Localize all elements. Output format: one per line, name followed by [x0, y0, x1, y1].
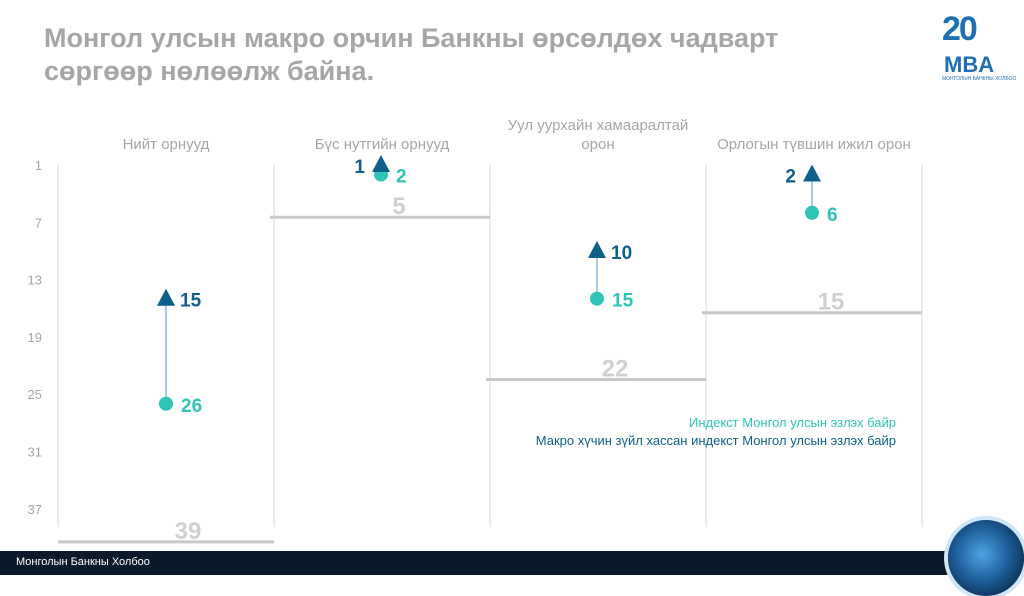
y-tick-label: 13 — [28, 273, 42, 288]
y-tick-label: 31 — [28, 445, 42, 460]
legend-adjusted-rank: Макро хүчин зүйл хассан индекст Монгол у… — [536, 433, 896, 448]
page-title: Монгол улсын макро орчин Банкны өрсөлдөх… — [44, 23, 779, 86]
group-total-label: 15 — [818, 289, 845, 316]
group-total-label: 22 — [602, 356, 629, 383]
adjusted-rank-label: 15 — [180, 291, 202, 312]
y-tick-label: 1 — [35, 158, 42, 173]
index-rank-point — [805, 205, 819, 220]
adjusted-rank-label: 10 — [611, 243, 632, 264]
logo-text: MBA — [944, 52, 995, 77]
group-total-label: 5 — [392, 193, 405, 220]
adjusted-rank-point — [588, 240, 606, 258]
index-rank-label: 15 — [612, 291, 634, 312]
category-label: Нийт орнууд — [123, 136, 210, 153]
footer-bar: Монголын Банкны Холбоо — [0, 551, 1024, 575]
y-tick-label: 25 — [28, 387, 42, 402]
adjusted-rank-label: 2 — [785, 167, 796, 188]
category-label: орон — [581, 136, 614, 153]
index-rank-point — [590, 291, 604, 306]
mba-logo: 20 MBA МОНГОЛЫН БАНКНЫ ХОЛБОО — [942, 10, 1016, 82]
index-rank-point — [159, 396, 173, 411]
logo-subtext: МОНГОЛЫН БАНКНЫ ХОЛБОО — [942, 76, 1017, 82]
y-tick-label: 37 — [28, 502, 42, 517]
group-total-label: 39 — [175, 518, 202, 545]
adjusted-rank-point — [157, 288, 175, 306]
category-label: Орлогын түвшин ижил орон — [717, 136, 911, 153]
category-label: Бүс нутгийн орнууд — [315, 136, 450, 153]
logo-number: 20 — [942, 10, 978, 48]
legend-index-rank: Индекст Монгол улсын эзлэх байр — [689, 415, 896, 430]
y-tick-label: 19 — [28, 330, 42, 345]
category-label: Уул уурхайн хамааралтай — [508, 117, 689, 134]
index-rank-label: 2 — [396, 167, 407, 188]
adjusted-rank-point — [803, 164, 821, 182]
globe-decoration — [948, 520, 1024, 596]
adjusted-rank-label: 1 — [354, 157, 365, 178]
index-rank-label: 6 — [827, 205, 838, 226]
footer-org-name: Монголын Банкны Холбоо — [16, 556, 150, 568]
y-tick-label: 7 — [35, 215, 42, 230]
adjusted-rank-point — [372, 155, 390, 172]
index-rank-label: 26 — [181, 396, 202, 417]
